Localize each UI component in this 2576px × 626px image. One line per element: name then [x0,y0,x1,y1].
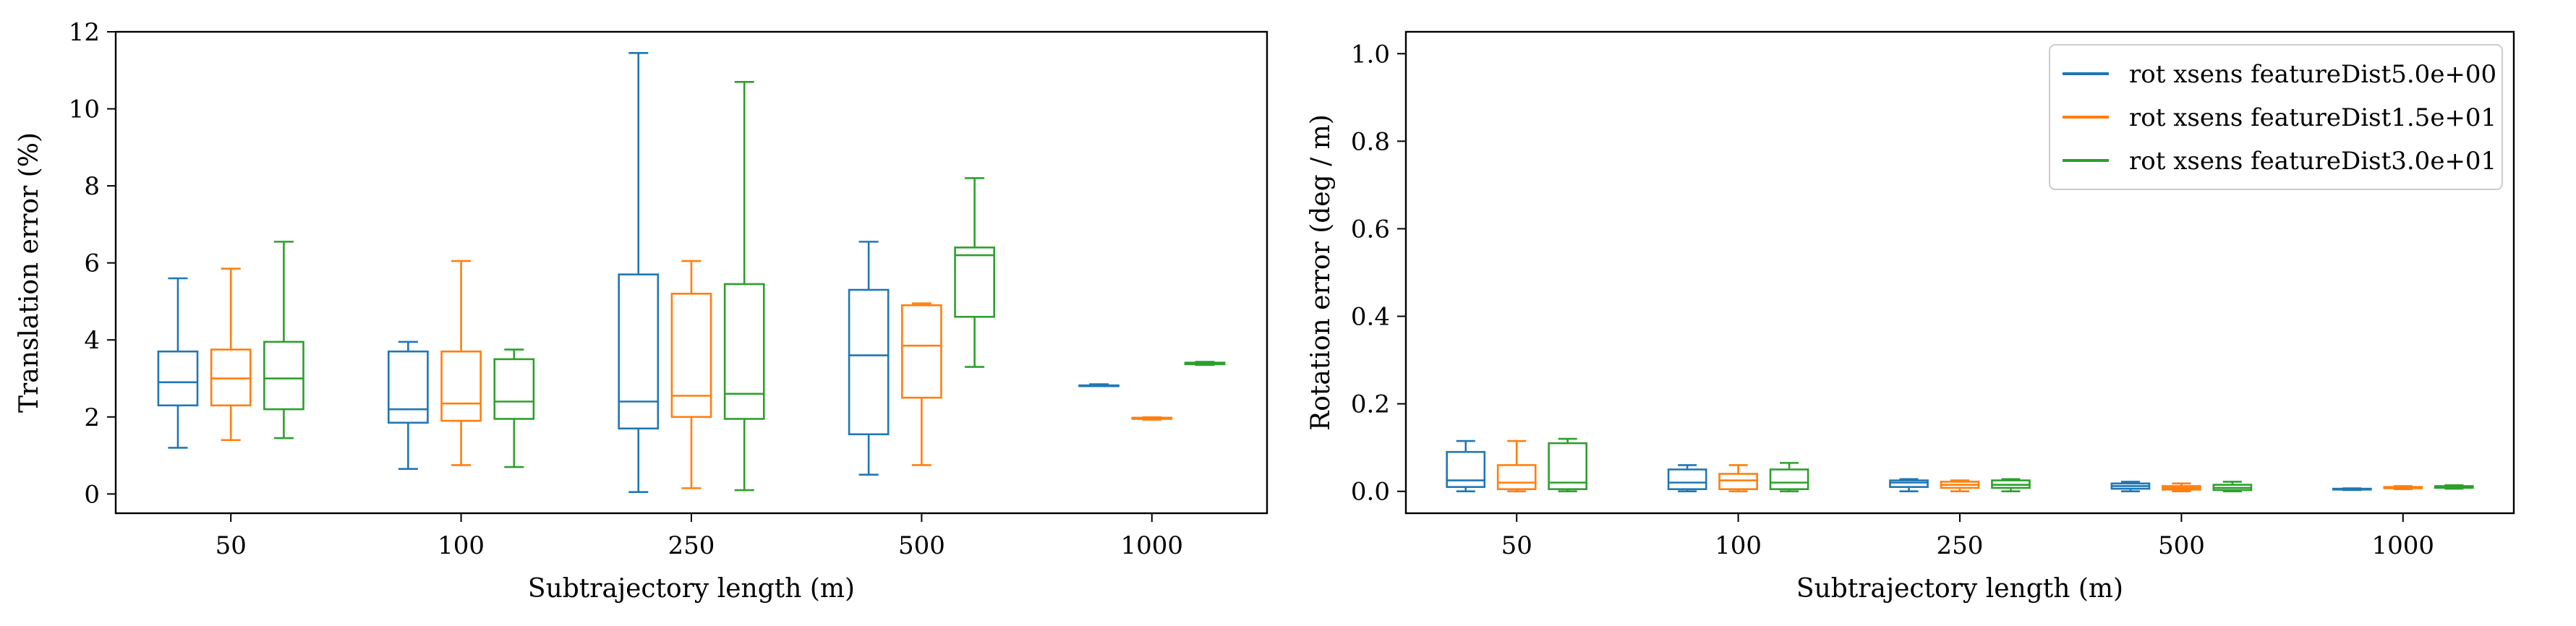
y-tick-label-0-5: 10 [69,95,100,124]
y-tick-label-1-0: 0.0 [1351,478,1390,507]
y-tick-label-0-4: 8 [84,172,100,201]
y-tick-label-0-6: 12 [69,18,100,47]
y-tick-label-0-3: 6 [84,249,100,278]
x-tick-label-0-1: 100 [438,531,485,560]
y-tick-label-1-3: 0.6 [1351,215,1390,244]
box-p0-s1-c2 [670,293,712,419]
y-axis-label-0: Translation error (%) [14,132,44,413]
x-tick-label-1-2: 250 [1937,531,1984,560]
box-p0-s2-c2 [723,283,765,420]
x-axis-label-0: Subtrajectory length (m) [528,574,855,604]
y-tick-label-1-2: 0.4 [1351,303,1390,332]
box-p1-s2-c1 [1769,468,1809,490]
x-tick-label-1-0: 50 [1501,531,1532,560]
legend-label-0: rot xsens featureDist5.0e+00 [2129,60,2496,89]
box-p1-s2-c0 [1548,442,1588,490]
x-tick-label-1-4: 1000 [2372,531,2435,560]
box-p1-s0-c2 [1889,479,1929,488]
box-p1-s1-c1 [1718,473,1758,491]
box-p1-s1-c0 [1496,464,1537,491]
y-tick-label-0-2: 4 [84,326,100,355]
box-p0-s1-c1 [440,350,482,422]
y-tick-label-1-1: 0.2 [1351,390,1390,419]
box-p0-s0-c2 [618,273,660,430]
x-axis-label-1: Subtrajectory length (m) [1796,574,2123,604]
x-tick-label-0-0: 50 [216,531,247,560]
x-tick-label-0-3: 500 [898,531,945,560]
box-p0-s0-c0 [157,350,199,407]
box-p0-s2-c0 [263,340,304,411]
x-tick-label-0-2: 250 [668,531,715,560]
y-axis-label-1: Rotation error (deg / m) [1306,114,1336,431]
box-p0-s1-c3 [901,304,942,399]
box-p0-s2-c1 [493,358,535,420]
y-tick-label-1-5: 1.0 [1351,40,1390,69]
y-tick-label-1-4: 0.8 [1351,127,1390,156]
box-p0-s2-c3 [954,246,995,318]
x-tick-label-0-4: 1000 [1121,531,1184,560]
box-p0-s0-c1 [388,350,429,424]
box-p0-s0-c3 [848,288,890,436]
legend-box [2049,44,2503,190]
x-tick-label-1-1: 100 [1715,531,1762,560]
y-tick-label-0-1: 2 [84,403,100,432]
x-tick-label-1-3: 500 [2158,531,2205,560]
box-p1-s0-c1 [1667,468,1707,490]
box-p1-s0-c0 [1446,450,1486,488]
legend-label-2: rot xsens featureDist3.0e+01 [2129,147,2496,176]
box-p0-s1-c0 [210,348,252,407]
legend-label-1: rot xsens featureDist1.5e+01 [2129,103,2496,132]
y-tick-label-0-0: 0 [84,480,100,509]
